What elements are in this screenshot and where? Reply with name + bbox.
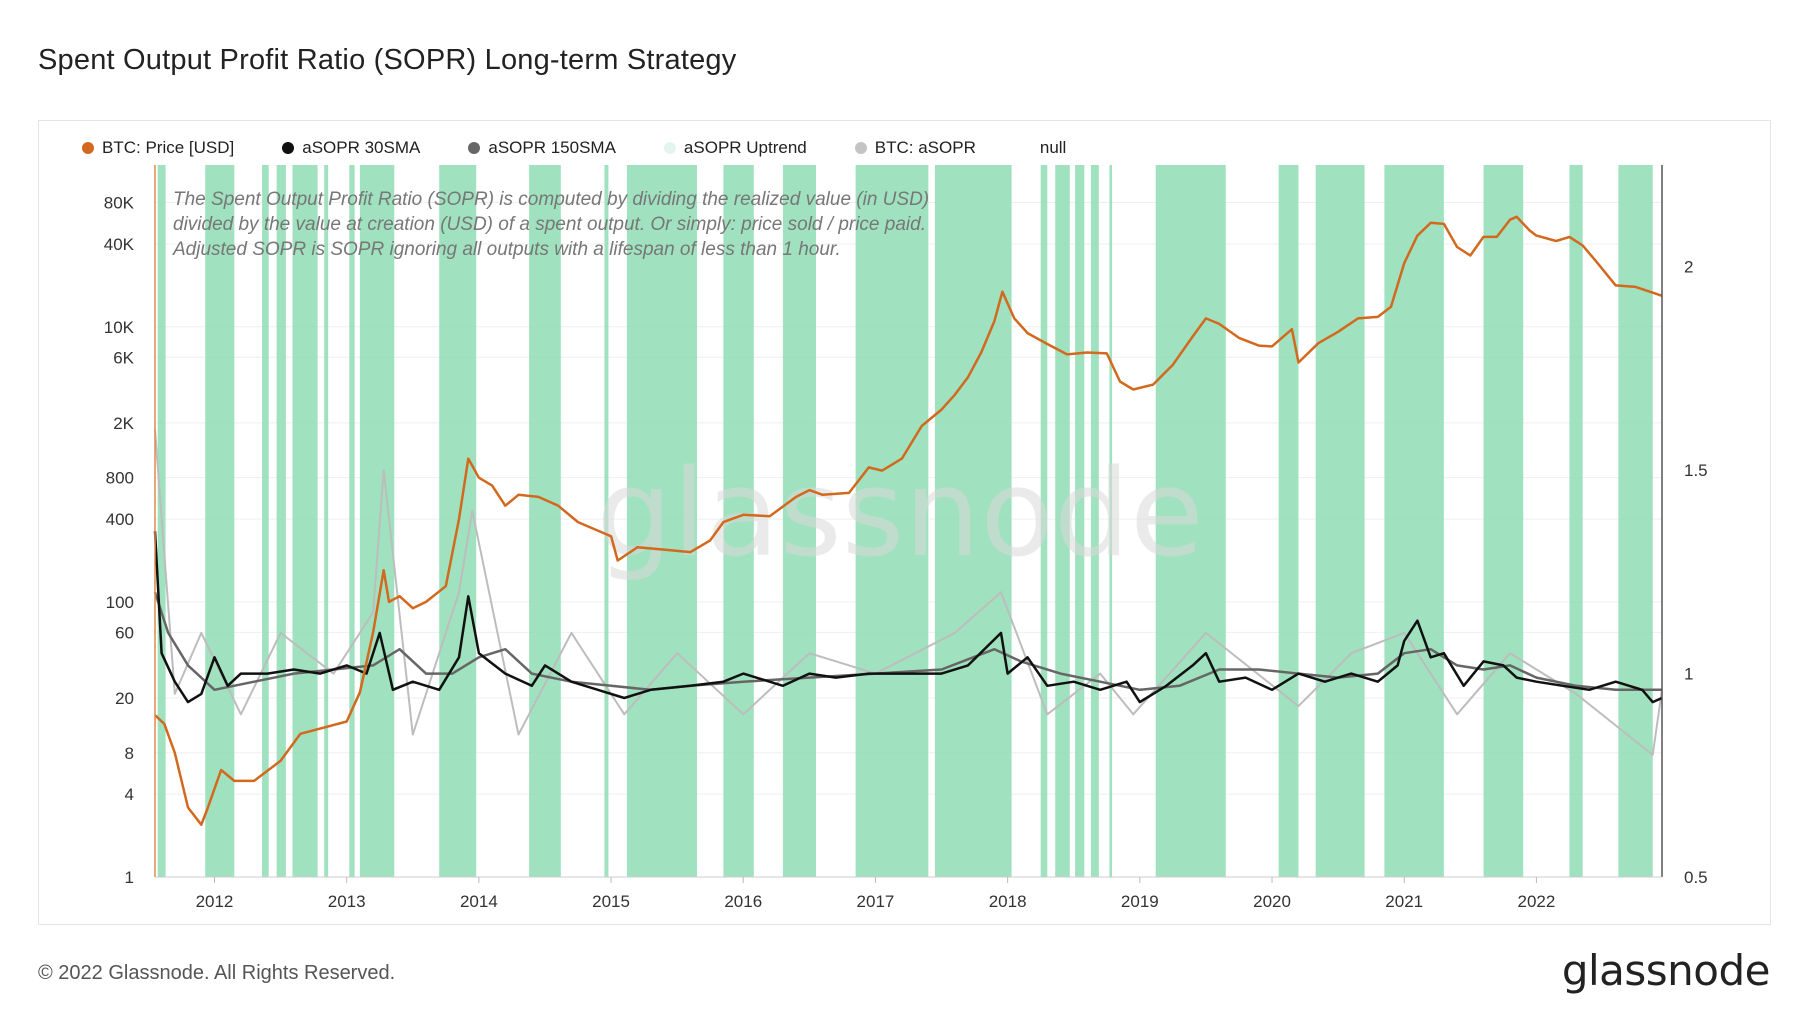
y-right-tick-label: 0.5 (1684, 868, 1708, 887)
uptrend-band (1618, 165, 1653, 877)
legend-item-asopr-30sma[interactable]: aSOPR 30SMA (282, 138, 420, 158)
legend-item-btc-asopr[interactable]: BTC: aSOPR (854, 138, 976, 158)
legend-dot-btc-asopr (854, 142, 867, 154)
x-tick-label: 2013 (328, 892, 366, 911)
legend-label-null: null (1039, 138, 1067, 157)
x-tick-label: 2019 (1121, 892, 1159, 911)
y-left-tick-label: 1 (125, 868, 134, 887)
x-tick-label: 2012 (196, 892, 234, 911)
y-left-tick-label: 8 (125, 744, 134, 763)
y-left-tick-label: 20 (115, 689, 134, 708)
legend-dot-asopr-uptrend (663, 142, 676, 154)
y-left-tick-label: 400 (106, 510, 134, 529)
series-lines (153, 215, 1663, 826)
x-tick-label: 2018 (989, 892, 1027, 911)
x-tick-label: 2020 (1253, 892, 1291, 911)
uptrend-band (1075, 165, 1085, 877)
x-tick-label: 2015 (592, 892, 630, 911)
uptrend-band (276, 165, 286, 877)
x-tick-label: 2022 (1518, 892, 1556, 911)
x-tick-label: 2017 (857, 892, 895, 911)
uptrend-band (626, 165, 697, 877)
y-left-tick-label: 10K (104, 318, 135, 337)
y-left-tick-label: 80K (104, 194, 135, 213)
footer-copyright: © 2022 Glassnode. All Rights Reserved. (38, 962, 396, 984)
legend-label-asopr-30sma: aSOPR 30SMA (302, 138, 421, 157)
legend-label-asopr-uptrend: aSOPR Uptrend (683, 138, 807, 157)
uptrend-band (1090, 165, 1099, 877)
legend-label-btc-asopr: BTC: aSOPR (874, 138, 976, 157)
x-tick-label: 2021 (1385, 892, 1423, 911)
legend-dot-asopr-150sma (468, 142, 481, 154)
y-left-tick-label: 60 (115, 623, 134, 642)
legend-dot-asopr-30sma (282, 142, 295, 154)
uptrend-band (349, 165, 355, 877)
legend-label-asopr-150sma: aSOPR 150SMA (488, 138, 616, 157)
annotation-line-2: divided by the value at creation (USD) o… (173, 214, 926, 235)
uptrend-band (1384, 165, 1444, 877)
uptrend-band (1315, 165, 1365, 877)
legend-dot-btc-price (82, 142, 94, 154)
uptrend-band (1155, 165, 1226, 877)
y-left-tick-label: 2K (113, 414, 134, 433)
x-tick-label: 2016 (724, 892, 762, 911)
y-right-tick-label: 2 (1684, 258, 1693, 277)
y-left-tick-label: 40K (104, 235, 135, 254)
legend-item-btc-price[interactable]: BTC: Price [USD] (82, 138, 234, 158)
uptrend-band (604, 165, 609, 877)
uptrend-band (205, 165, 235, 877)
y-right-tick-label: 1 (1684, 665, 1693, 684)
x-tick-label: 2014 (460, 892, 498, 911)
axes: 80K 40K 10K 6K 2K 800 400 100 60 20 8 4 1 2 1.5 1 0.5 201… (104, 165, 1708, 911)
uptrend-band (292, 165, 318, 877)
legend-item-null[interactable]: null (1040, 138, 1066, 158)
chart-legend: BTC: Price [USD] aSOPR 30SMA aSOPR 150SM… (82, 138, 1114, 158)
uptrend-band (324, 165, 329, 877)
watermark-text: glassnode (596, 445, 1204, 584)
uptrend-band (1040, 165, 1048, 877)
chart-annotation: The Spent Output Profit Ratio (SOPR) is … (172, 189, 929, 260)
uptrend-band (529, 165, 561, 877)
uptrend-band (262, 165, 269, 877)
uptrend-band (1569, 165, 1583, 877)
uptrend-band (1278, 165, 1299, 877)
chart-frame (38, 120, 1771, 925)
y-left-tick-label: 800 (106, 469, 134, 488)
uptrend-band (1483, 165, 1524, 877)
legend-label-btc-price: BTC: Price [USD] (102, 138, 235, 157)
uptrend-band (934, 165, 1012, 877)
uptrend-band (855, 165, 929, 877)
y-left-tick-label: 4 (125, 785, 134, 804)
y-left-tick-label: 6K (113, 348, 134, 367)
uptrend-band (1109, 165, 1113, 877)
y-left-tick-label: 100 (106, 593, 134, 612)
footer-brand-logo: glassnode (1561, 946, 1771, 995)
annotation-line-1: The Spent Output Profit Ratio (SOPR) is … (173, 189, 929, 210)
uptrend-band (782, 165, 816, 877)
series-btc-price-usd (154, 215, 1663, 826)
y-right-tick-label: 1.5 (1684, 461, 1708, 480)
legend-item-asopr-150sma[interactable]: aSOPR 150SMA (468, 138, 616, 158)
legend-item-asopr-uptrend[interactable]: aSOPR Uptrend (663, 138, 807, 158)
annotation-line-3: Adjusted SOPR is SOPR ignoring all outpu… (172, 239, 841, 260)
page-title: Spent Output Profit Ratio (SOPR) Long-te… (38, 44, 737, 76)
